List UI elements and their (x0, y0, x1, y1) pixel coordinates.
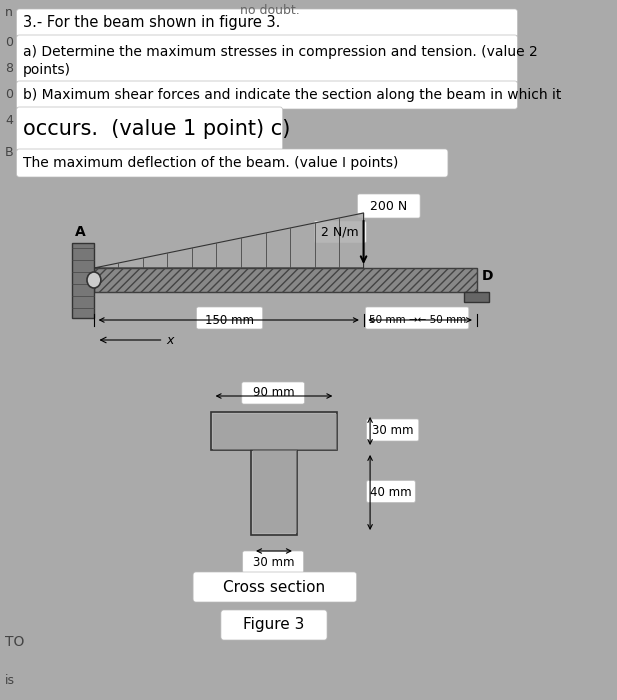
FancyBboxPatch shape (365, 307, 469, 329)
Text: 0: 0 (5, 88, 13, 102)
Bar (94, 268, 477, 292)
Text: 2 N/m: 2 N/m (321, 225, 359, 239)
Bar (94, 268, 477, 292)
Bar (213, 414, 337, 450)
FancyBboxPatch shape (193, 572, 357, 602)
Text: points): points) (23, 63, 70, 77)
FancyBboxPatch shape (17, 9, 518, 37)
Text: 0: 0 (5, 36, 13, 48)
Text: The maximum deflection of the beam. (value I points): The maximum deflection of the beam. (val… (23, 156, 398, 170)
Text: x: x (166, 335, 173, 347)
Bar (465, 292, 489, 302)
Text: is: is (5, 673, 15, 687)
Polygon shape (94, 213, 363, 268)
Text: 30 mm: 30 mm (253, 556, 295, 568)
Text: 50 mm →← 50 mm: 50 mm →← 50 mm (369, 315, 466, 325)
Text: 3.- For the beam shown in figure 3.: 3.- For the beam shown in figure 3. (23, 15, 280, 31)
FancyBboxPatch shape (242, 551, 304, 573)
Text: 8: 8 (5, 62, 13, 74)
Bar (211, 412, 337, 450)
Text: 200 N: 200 N (370, 199, 407, 213)
Text: 4: 4 (5, 113, 13, 127)
Text: B: B (5, 146, 14, 158)
Text: 40 mm: 40 mm (370, 486, 412, 499)
Text: A: A (75, 225, 86, 239)
Text: Figure 3: Figure 3 (243, 617, 305, 633)
Text: 150 mm: 150 mm (205, 314, 254, 326)
Bar (251, 450, 297, 535)
FancyBboxPatch shape (366, 480, 415, 503)
Text: 30 mm: 30 mm (372, 424, 413, 438)
Text: D: D (482, 269, 494, 283)
FancyBboxPatch shape (17, 149, 448, 177)
Text: a) Determine the maximum stresses in compression and tension. (value 2: a) Determine the maximum stresses in com… (23, 45, 537, 59)
FancyBboxPatch shape (366, 419, 419, 441)
Text: n: n (5, 6, 13, 18)
Text: Cross section: Cross section (223, 580, 325, 594)
FancyBboxPatch shape (17, 107, 283, 151)
FancyBboxPatch shape (17, 35, 518, 83)
FancyBboxPatch shape (242, 382, 304, 404)
Text: TO: TO (5, 635, 25, 649)
Bar (72, 242, 94, 318)
FancyBboxPatch shape (357, 194, 420, 218)
Text: 90 mm: 90 mm (253, 386, 295, 400)
FancyBboxPatch shape (197, 307, 263, 329)
FancyBboxPatch shape (221, 610, 327, 640)
Text: b) Maximum shear forces and indicate the section along the beam in which it: b) Maximum shear forces and indicate the… (23, 88, 561, 102)
Bar (253, 450, 297, 533)
FancyBboxPatch shape (17, 81, 518, 109)
Text: no doubt.: no doubt. (240, 4, 299, 17)
Text: occurs.  (value 1 point) c): occurs. (value 1 point) c) (23, 119, 290, 139)
FancyBboxPatch shape (314, 221, 366, 243)
Circle shape (87, 272, 101, 288)
